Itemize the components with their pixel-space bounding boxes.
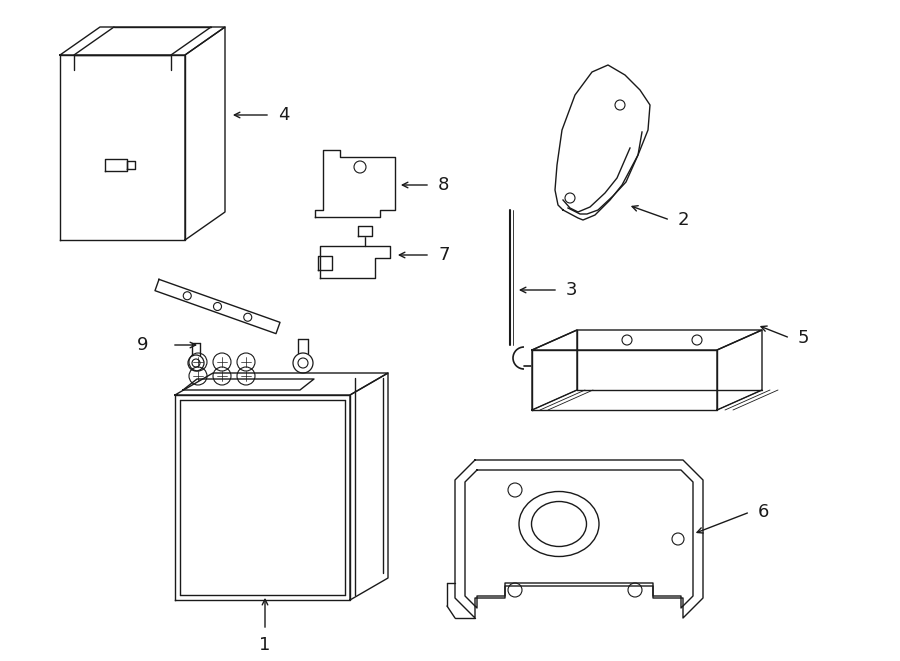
Polygon shape <box>185 27 225 240</box>
Polygon shape <box>60 27 225 55</box>
Text: 9: 9 <box>137 336 148 354</box>
Polygon shape <box>60 55 185 240</box>
Polygon shape <box>350 373 388 600</box>
Polygon shape <box>127 161 135 169</box>
Polygon shape <box>717 330 762 410</box>
Text: 2: 2 <box>678 211 689 229</box>
Polygon shape <box>315 150 395 217</box>
Polygon shape <box>358 226 372 236</box>
Polygon shape <box>532 330 762 350</box>
Text: 7: 7 <box>438 246 449 264</box>
Polygon shape <box>175 395 350 600</box>
Polygon shape <box>318 256 332 270</box>
Polygon shape <box>532 350 717 410</box>
Polygon shape <box>455 460 703 618</box>
Text: 4: 4 <box>278 106 290 124</box>
Polygon shape <box>183 379 314 390</box>
Polygon shape <box>105 159 127 171</box>
Text: 6: 6 <box>758 503 770 521</box>
Text: 3: 3 <box>566 281 578 299</box>
Text: 5: 5 <box>798 329 809 347</box>
Polygon shape <box>175 373 388 395</box>
Text: 1: 1 <box>259 636 271 654</box>
Polygon shape <box>532 330 577 410</box>
Polygon shape <box>320 246 390 278</box>
Text: 8: 8 <box>438 176 449 194</box>
Polygon shape <box>155 280 280 334</box>
